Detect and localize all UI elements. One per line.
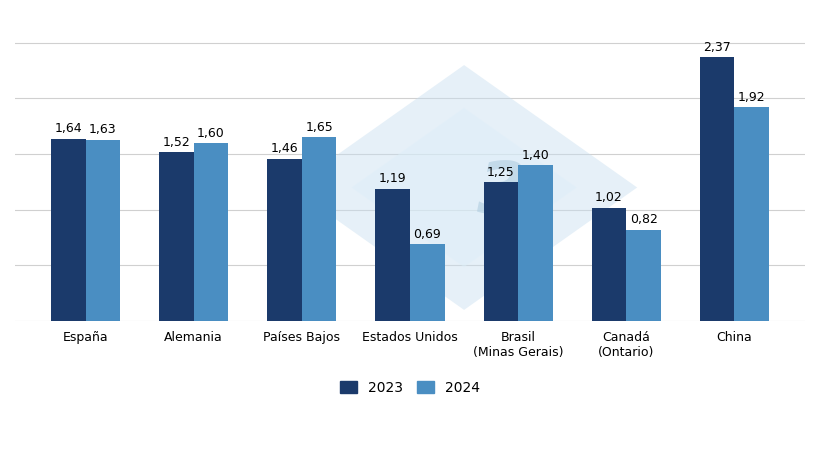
Text: 0,69: 0,69	[413, 228, 441, 241]
Bar	[51, 138, 85, 321]
Bar	[699, 57, 734, 321]
Bar	[301, 137, 336, 321]
Polygon shape	[351, 108, 576, 267]
Text: 1,40: 1,40	[521, 149, 549, 162]
Text: 1,52: 1,52	[162, 136, 190, 148]
Text: 1,63: 1,63	[89, 123, 116, 136]
Text: 2,37: 2,37	[703, 41, 731, 54]
Bar	[410, 244, 444, 321]
Bar	[267, 159, 301, 321]
Text: 1,60: 1,60	[197, 127, 224, 140]
Text: 1,92: 1,92	[737, 91, 765, 104]
Text: 1,19: 1,19	[378, 172, 406, 185]
Bar	[483, 182, 518, 321]
Text: 1,25: 1,25	[486, 165, 514, 178]
Bar	[85, 140, 120, 321]
Bar	[375, 189, 410, 321]
Legend: 2023, 2024: 2023, 2024	[333, 374, 486, 402]
Text: 1,64: 1,64	[54, 122, 82, 135]
Text: 1,65: 1,65	[305, 121, 333, 134]
Bar	[591, 207, 626, 321]
Text: 1,02: 1,02	[595, 191, 622, 204]
Bar	[626, 230, 660, 321]
Text: 3: 3	[476, 159, 527, 228]
Bar	[518, 165, 552, 321]
Bar	[734, 107, 768, 321]
Text: 1,46: 1,46	[270, 142, 298, 155]
Bar	[193, 143, 228, 321]
Polygon shape	[291, 65, 636, 310]
Text: 0,82: 0,82	[629, 213, 657, 226]
Bar	[159, 152, 193, 321]
